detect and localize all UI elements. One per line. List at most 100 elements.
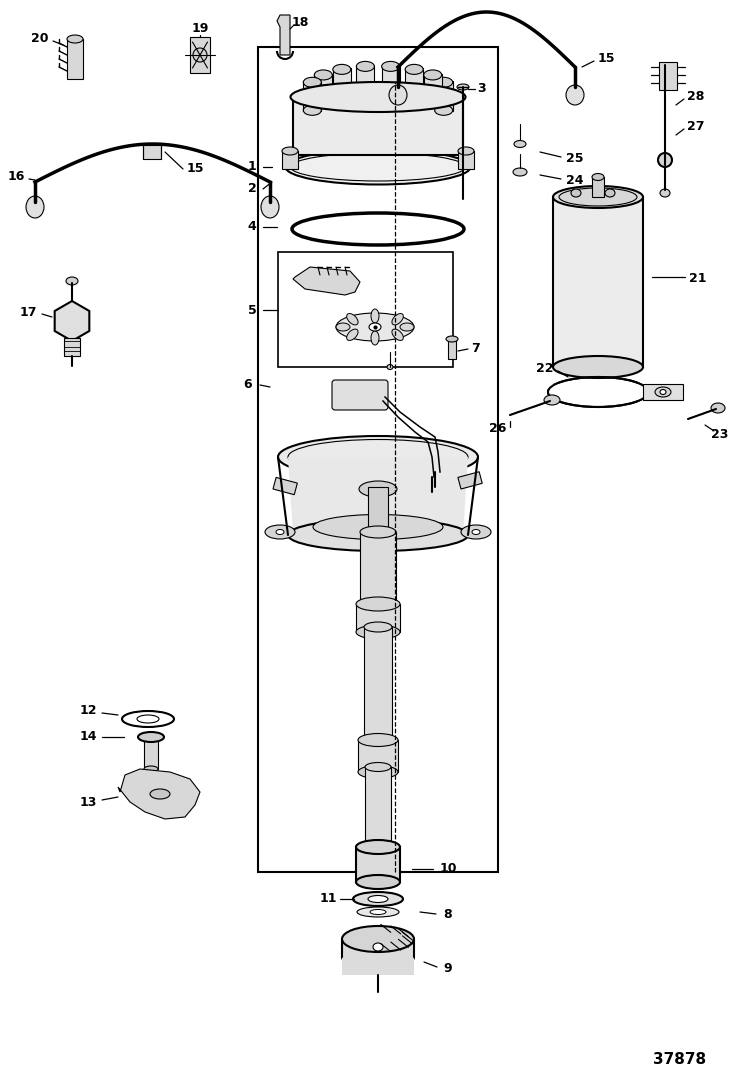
Ellipse shape: [290, 82, 466, 112]
Bar: [143, 145, 161, 159]
Ellipse shape: [67, 35, 83, 43]
Ellipse shape: [660, 389, 666, 395]
Bar: [360, 532, 396, 607]
Text: 17: 17: [20, 305, 37, 318]
Ellipse shape: [461, 525, 491, 539]
Ellipse shape: [365, 842, 391, 851]
Ellipse shape: [286, 150, 470, 185]
Polygon shape: [55, 301, 89, 341]
Bar: [190, 37, 210, 73]
Ellipse shape: [389, 85, 407, 105]
Ellipse shape: [370, 910, 386, 914]
Text: 28: 28: [687, 90, 705, 103]
Ellipse shape: [457, 84, 469, 90]
Ellipse shape: [288, 518, 468, 551]
Bar: [659, 62, 677, 90]
Ellipse shape: [382, 61, 400, 72]
Ellipse shape: [353, 892, 403, 905]
Polygon shape: [277, 15, 290, 55]
Text: 23: 23: [711, 428, 729, 441]
Text: 11: 11: [320, 892, 337, 905]
Ellipse shape: [358, 765, 398, 778]
Bar: [282, 151, 298, 168]
Bar: [548, 384, 648, 400]
Ellipse shape: [427, 490, 437, 498]
Ellipse shape: [26, 196, 44, 218]
Ellipse shape: [711, 403, 725, 413]
Ellipse shape: [424, 98, 442, 108]
Ellipse shape: [435, 77, 453, 87]
Ellipse shape: [658, 153, 672, 167]
Polygon shape: [293, 267, 360, 295]
Ellipse shape: [336, 313, 414, 341]
Ellipse shape: [514, 140, 526, 148]
Ellipse shape: [313, 514, 443, 539]
Polygon shape: [118, 769, 200, 819]
Text: 3: 3: [478, 83, 486, 96]
Ellipse shape: [365, 762, 391, 772]
Bar: [358, 740, 398, 772]
Ellipse shape: [303, 77, 321, 87]
Bar: [592, 177, 604, 197]
Bar: [273, 477, 297, 495]
Ellipse shape: [356, 597, 400, 611]
Ellipse shape: [392, 313, 404, 325]
Ellipse shape: [368, 896, 388, 902]
Ellipse shape: [193, 48, 207, 62]
Ellipse shape: [356, 840, 400, 854]
Ellipse shape: [150, 789, 170, 799]
Ellipse shape: [278, 436, 478, 478]
Text: 20: 20: [32, 33, 49, 46]
Ellipse shape: [360, 526, 396, 538]
Ellipse shape: [566, 85, 584, 105]
Ellipse shape: [371, 309, 379, 323]
Ellipse shape: [265, 525, 295, 539]
Ellipse shape: [303, 105, 321, 115]
Text: 16: 16: [8, 171, 25, 184]
Ellipse shape: [364, 622, 392, 632]
FancyBboxPatch shape: [332, 380, 388, 410]
Ellipse shape: [605, 189, 615, 197]
Bar: [303, 82, 321, 111]
Text: 27: 27: [687, 121, 705, 134]
Bar: [67, 39, 83, 79]
Text: 21: 21: [689, 273, 706, 286]
Bar: [144, 739, 158, 769]
Ellipse shape: [356, 89, 374, 99]
Ellipse shape: [333, 92, 351, 102]
Ellipse shape: [405, 92, 423, 102]
Ellipse shape: [559, 188, 637, 207]
Text: 15: 15: [597, 52, 615, 65]
Bar: [643, 384, 683, 400]
Ellipse shape: [282, 147, 298, 155]
Bar: [382, 65, 400, 96]
Text: 6: 6: [244, 378, 252, 391]
Ellipse shape: [472, 529, 480, 535]
Ellipse shape: [400, 323, 414, 332]
Ellipse shape: [424, 70, 442, 80]
Text: 1: 1: [248, 161, 256, 174]
Ellipse shape: [655, 387, 671, 397]
Bar: [435, 82, 453, 111]
Text: 10: 10: [440, 862, 457, 875]
Bar: [458, 151, 474, 168]
Ellipse shape: [356, 875, 400, 889]
Ellipse shape: [66, 277, 78, 285]
Ellipse shape: [373, 944, 383, 951]
Ellipse shape: [369, 323, 381, 332]
Text: 9: 9: [444, 962, 452, 975]
Ellipse shape: [261, 196, 279, 218]
Bar: [553, 197, 643, 367]
Ellipse shape: [144, 766, 158, 772]
Ellipse shape: [435, 105, 453, 115]
Ellipse shape: [346, 329, 358, 340]
Ellipse shape: [371, 332, 379, 345]
Text: 37878: 37878: [652, 1051, 706, 1066]
Ellipse shape: [660, 189, 670, 197]
Text: 25: 25: [566, 152, 584, 165]
Ellipse shape: [359, 482, 397, 497]
Ellipse shape: [405, 64, 423, 74]
Text: 7: 7: [472, 342, 480, 355]
Bar: [333, 68, 351, 98]
Text: 12: 12: [80, 704, 97, 717]
